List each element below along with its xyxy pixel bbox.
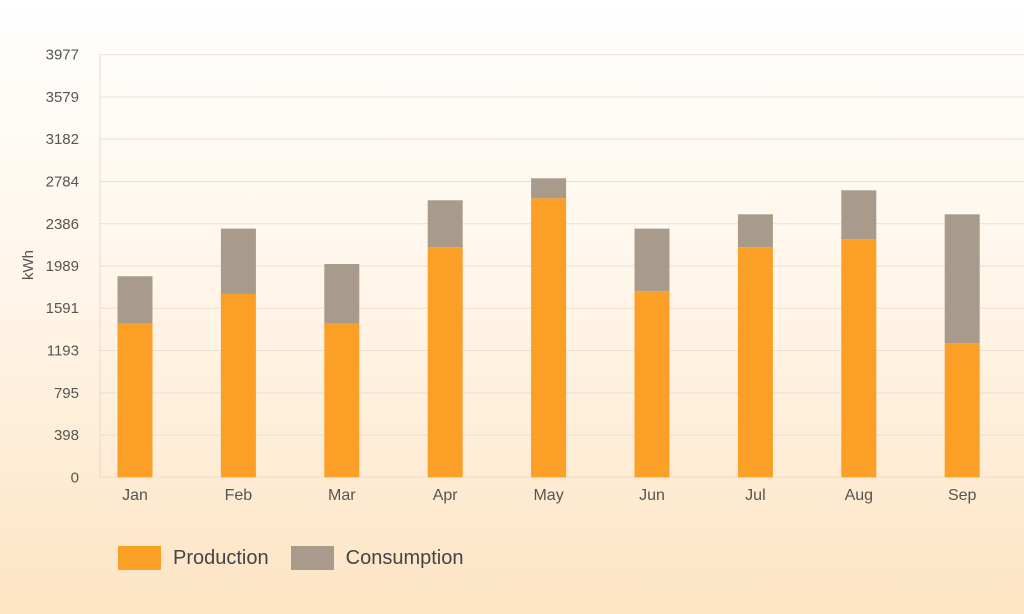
bar-production-apr <box>427 247 463 478</box>
bar-production-aug <box>841 239 877 478</box>
y-tick-label: 3977 <box>46 47 79 64</box>
x-tick-label: Jun <box>639 487 665 504</box>
bar-production-feb <box>220 293 256 478</box>
bar-production-jul <box>737 247 773 478</box>
y-tick-label: 3182 <box>46 131 79 148</box>
legend-label-production: Production <box>173 546 269 569</box>
bar-consumption-aug <box>841 190 877 240</box>
legend-label-consumption: Consumption <box>345 546 464 569</box>
y-tick-label: 0 <box>71 469 79 486</box>
x-tick-label: Sep <box>948 487 977 504</box>
y-tick-label: 1193 <box>47 343 79 360</box>
x-tick-label: Jan <box>122 487 148 504</box>
bar-production-may <box>531 198 567 478</box>
x-tick-label: Apr <box>433 487 459 504</box>
y-tick-label: 2784 <box>46 173 79 190</box>
bar-consumption-feb <box>220 228 256 294</box>
bar-consumption-apr <box>427 200 463 248</box>
y-axis-label: kWh <box>20 250 37 280</box>
x-tick-label: Aug <box>845 487 873 504</box>
bar-consumption-jun <box>634 228 670 292</box>
legend-item-production: Production <box>118 546 269 570</box>
bar-production-jun <box>634 291 670 478</box>
x-tick-label: Jul <box>745 487 765 504</box>
bar-production-jan <box>117 323 153 478</box>
legend-swatch-consumption <box>290 546 334 570</box>
legend: Production Consumption <box>118 546 485 570</box>
bar-consumption-mar <box>324 264 360 324</box>
y-tick-label: 795 <box>54 385 79 402</box>
y-tick-label: 398 <box>54 427 79 444</box>
legend-item-consumption: Consumption <box>290 546 464 570</box>
x-tick-label: Feb <box>225 487 253 504</box>
bar-production-sep <box>944 343 980 478</box>
legend-swatch-production <box>118 546 161 570</box>
bar-consumption-jan <box>117 276 153 324</box>
y-tick-label: 1591 <box>46 300 79 317</box>
bar-production-mar <box>324 323 360 478</box>
bar-consumption-sep <box>944 214 980 344</box>
bar-consumption-jul <box>737 214 773 248</box>
x-tick-label: Mar <box>328 487 356 504</box>
bar-consumption-may <box>531 178 567 199</box>
y-tick-label: 2386 <box>46 216 79 233</box>
x-tick-label: May <box>533 487 563 504</box>
y-tick-label: 1989 <box>46 258 79 275</box>
y-tick-label: 3579 <box>46 89 79 106</box>
